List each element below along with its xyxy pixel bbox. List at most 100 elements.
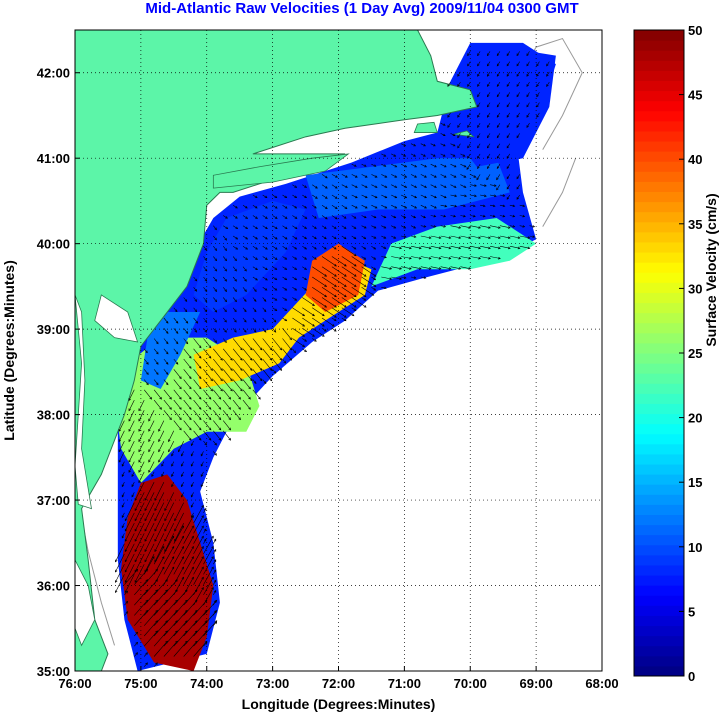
velocity-vector-head <box>175 320 179 324</box>
colorbar-band <box>634 504 684 515</box>
colorbar-band <box>634 312 684 324</box>
velocity-vector-head <box>284 247 288 250</box>
plot-area <box>75 30 602 671</box>
velocity-vector-head <box>264 195 268 199</box>
velocity-vector-head <box>373 274 377 277</box>
velocity-vector <box>203 328 207 333</box>
velocity-vector <box>476 174 481 180</box>
velocity-vector <box>193 610 208 626</box>
velocity-vector <box>163 317 169 324</box>
velocity-vector-head <box>477 84 480 87</box>
velocity-vector-head <box>198 355 202 359</box>
velocity-vector <box>262 297 267 302</box>
velocity-vector <box>321 174 328 179</box>
velocity-vector <box>193 577 204 596</box>
velocity-vector <box>477 133 481 138</box>
colorbar <box>633 29 685 677</box>
velocity-vector-head <box>364 206 368 209</box>
velocity-vector-head <box>453 185 457 188</box>
velocity-vector-head <box>255 226 258 230</box>
velocity-vector <box>420 153 426 157</box>
velocity-vector-head <box>213 538 217 542</box>
velocity-vector-head <box>213 548 217 552</box>
velocity-vector <box>213 440 217 446</box>
velocity-vector-head <box>228 437 231 441</box>
velocity-vector-head <box>179 376 182 380</box>
velocity-vector <box>158 440 165 452</box>
velocity-vector <box>302 194 307 198</box>
velocity-vector-head <box>234 319 237 323</box>
velocity-vector-head <box>208 417 212 421</box>
velocity-vector-head <box>334 294 337 298</box>
colorbar-band <box>634 494 684 505</box>
velocity-vector-head <box>169 407 172 410</box>
velocity-vector-head <box>334 284 337 287</box>
velocity-vector-head <box>214 258 218 262</box>
velocity-vector <box>302 245 307 250</box>
velocity-vector-head <box>234 329 237 333</box>
velocity-vector <box>321 204 328 209</box>
velocity-vector-head <box>363 284 367 287</box>
velocity-vector-head <box>135 652 139 655</box>
velocity-vector-head <box>165 331 169 334</box>
velocity-vector <box>282 297 287 301</box>
velocity-vector <box>341 225 347 229</box>
velocity-vector <box>262 256 268 260</box>
velocity-vector-head <box>304 349 308 352</box>
colorbar-band <box>634 403 684 415</box>
velocity-vector <box>144 512 155 532</box>
velocity-vector-head <box>138 469 141 473</box>
velocity-vector <box>173 610 188 626</box>
velocity-vector <box>242 379 251 389</box>
velocity-vector-head <box>188 407 192 410</box>
velocity-vector-head <box>225 226 229 230</box>
velocity-vector <box>203 358 213 371</box>
velocity-vector <box>496 174 501 180</box>
velocity-vector-head <box>200 474 204 477</box>
velocity-vector <box>203 642 208 647</box>
velocity-vector-head <box>496 104 500 108</box>
velocity-vector-head <box>413 154 417 157</box>
velocity-vector-head <box>383 226 387 229</box>
velocity-vector-head <box>467 114 470 118</box>
velocity-vector <box>331 174 338 178</box>
velocity-vector <box>341 215 347 219</box>
velocity-vector <box>302 276 307 281</box>
velocity-vector <box>519 204 525 207</box>
x-tick-label: 74:00 <box>190 676 223 691</box>
velocity-vector <box>242 235 248 240</box>
velocity-vector-head <box>486 53 490 57</box>
velocity-vector <box>440 266 451 270</box>
velocity-vector <box>470 215 476 217</box>
velocity-vector <box>203 256 207 261</box>
velocity-vector <box>252 328 257 333</box>
velocity-vector <box>203 246 207 251</box>
velocity-vector <box>161 471 165 477</box>
velocity-vector-head <box>453 164 457 168</box>
velocity-vector <box>143 610 158 626</box>
velocity-vector-head <box>198 407 202 410</box>
velocity-vector-head <box>214 227 217 231</box>
velocity-vector <box>223 225 228 229</box>
velocity-vector <box>242 287 247 292</box>
velocity-vector-head <box>118 459 122 463</box>
velocity-vector <box>477 81 481 87</box>
velocity-vector <box>252 379 257 384</box>
velocity-vector-head <box>234 299 237 303</box>
velocity-vector-head <box>245 226 249 230</box>
velocity-vector-head <box>224 329 227 333</box>
velocity-vector <box>321 328 327 332</box>
velocity-vector-head <box>191 535 194 539</box>
velocity-vector-head <box>424 206 427 209</box>
velocity-vector <box>487 153 491 159</box>
velocity-vector <box>213 580 217 585</box>
velocity-vector-head <box>464 194 468 198</box>
velocity-vector-head <box>175 341 179 345</box>
velocity-vector-head <box>243 309 247 313</box>
velocity-vector-head <box>135 631 139 635</box>
velocity-vector <box>272 194 277 198</box>
velocity-vector-head <box>184 309 188 313</box>
velocity-vector <box>124 590 128 596</box>
velocity-vector-head <box>353 226 357 229</box>
velocity-vector <box>302 338 307 342</box>
